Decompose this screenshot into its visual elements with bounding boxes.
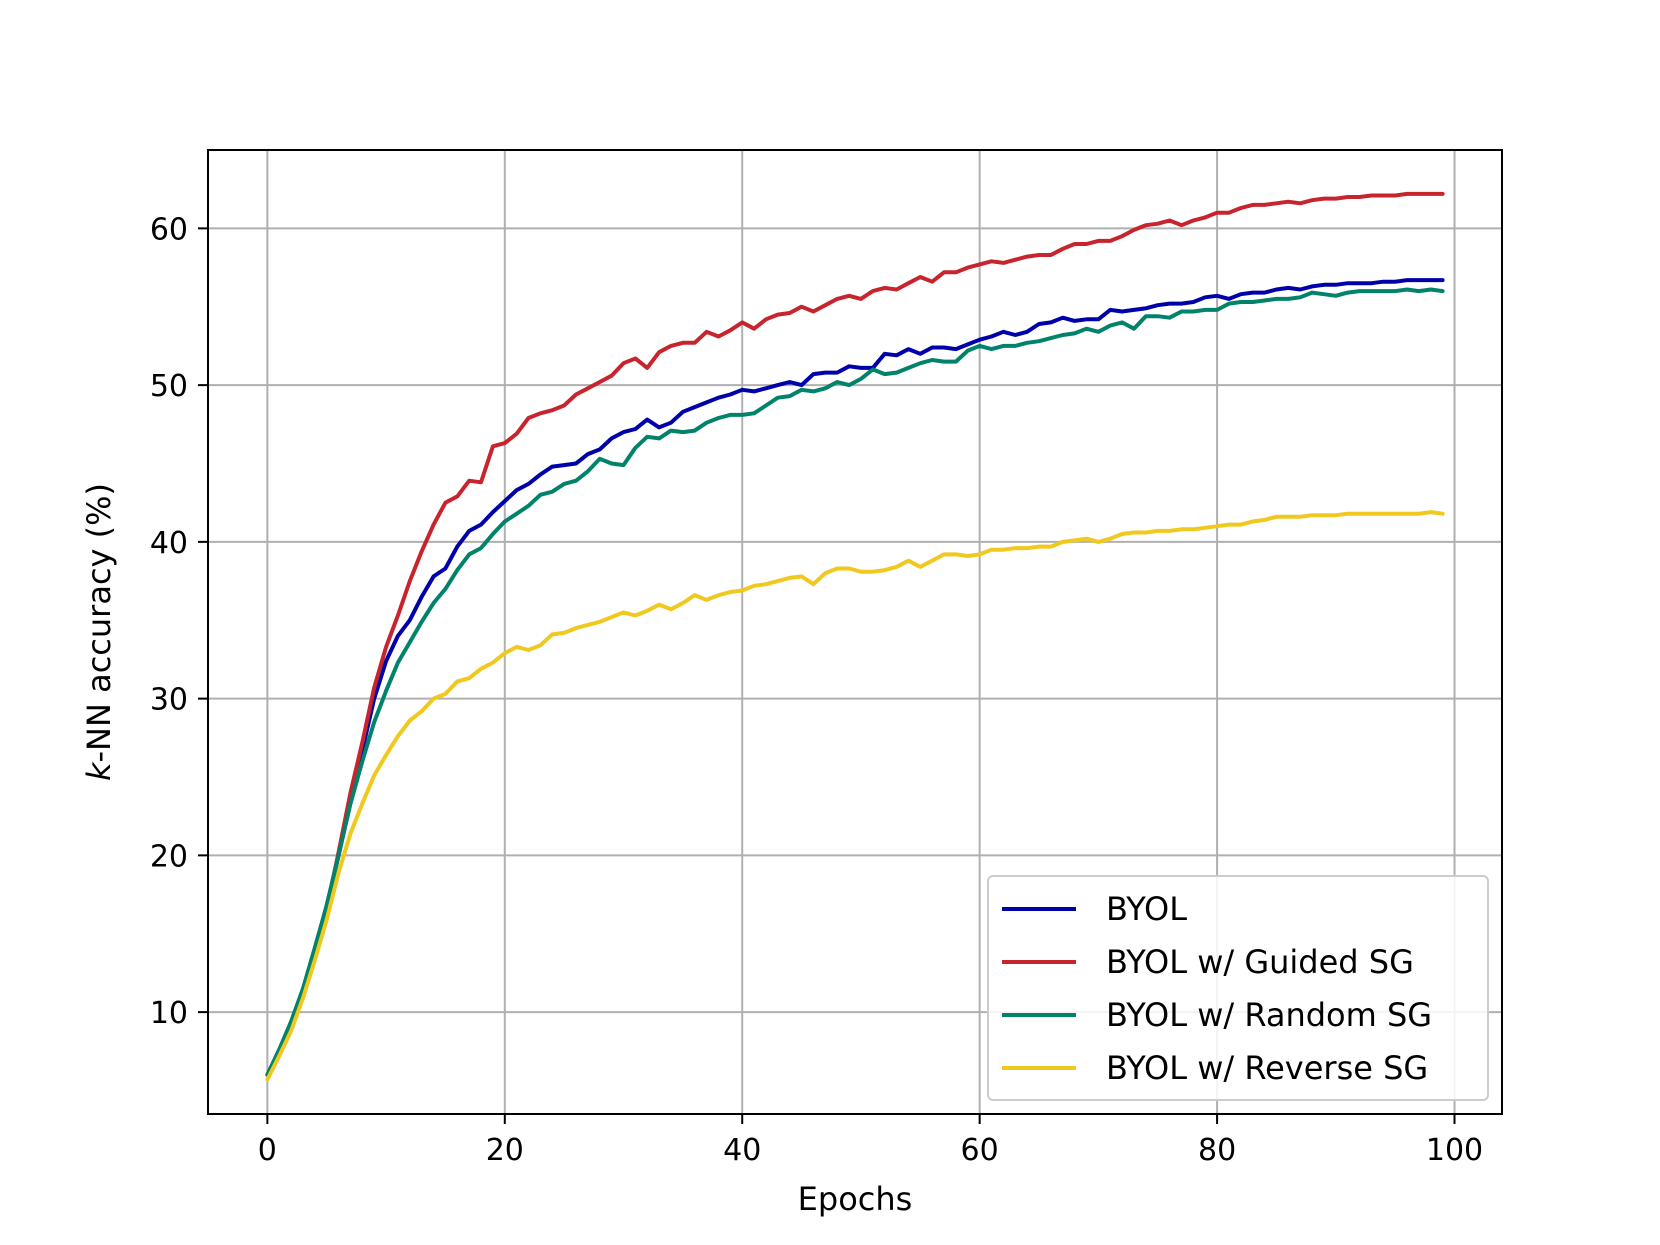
legend-label-4: BYOL w/ Reverse SG	[1106, 1049, 1428, 1087]
series-line-2	[265, 191, 1445, 1077]
series-line-1	[265, 278, 1445, 1077]
legend: BYOL BYOL w/ Guided SG BYOL w/ Random SG BY…	[987, 875, 1489, 1101]
x-tick-label: 80	[1198, 1133, 1236, 1168]
y-tick-label: 10	[150, 996, 188, 1031]
y-tick-label: 30	[150, 683, 188, 718]
series-line-4	[265, 510, 1445, 1082]
y-axis-label-rest: -NN accuracy (%)	[80, 483, 118, 763]
y-tick-label: 40	[150, 526, 188, 561]
y-tick-label: 60	[150, 212, 188, 247]
legend-label-2: BYOL w/ Guided SG	[1106, 943, 1414, 981]
x-tick-label: 20	[486, 1133, 524, 1168]
x-tick-label: 0	[258, 1133, 277, 1168]
legend-box	[987, 875, 1489, 1101]
legend-label-3: BYOL w/ Random SG	[1106, 996, 1432, 1034]
y-axis-label: k-NN accuracy (%)	[80, 483, 118, 781]
x-tick-label: 40	[723, 1133, 761, 1168]
grid-lines	[208, 150, 1502, 1114]
y-axis-label-italic: k	[80, 761, 118, 781]
plot-frame	[207, 149, 1503, 1115]
y-tick-label: 20	[150, 839, 188, 874]
series-line-3	[265, 287, 1445, 1077]
x-axis-label: Epochs	[798, 1180, 913, 1218]
series-layer	[265, 191, 1445, 1082]
x-tick-label: 60	[961, 1133, 999, 1168]
axis-ticks: 0 20 40 60 80 100 10 20 30 40 50 60	[150, 212, 1483, 1168]
x-tick-label: 100	[1426, 1133, 1483, 1168]
legend-label-1: BYOL	[1106, 890, 1187, 928]
y-tick-label: 50	[150, 369, 188, 404]
